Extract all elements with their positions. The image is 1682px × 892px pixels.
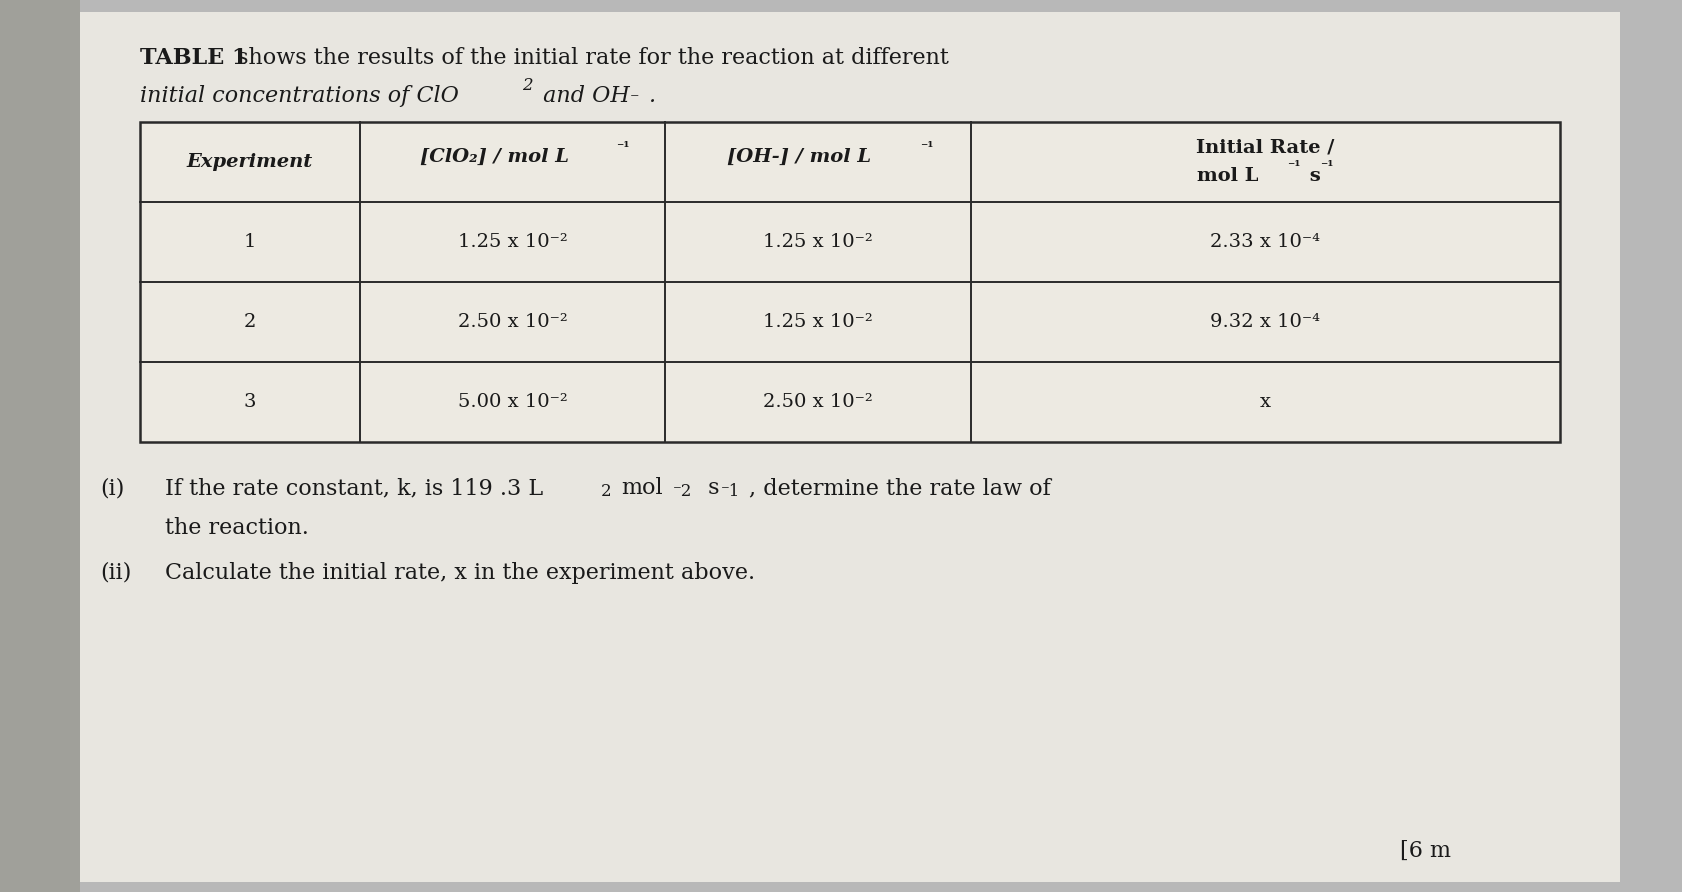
- Text: 2: 2: [600, 483, 612, 500]
- Text: ⁻¹: ⁻¹: [1287, 160, 1300, 174]
- FancyBboxPatch shape: [61, 12, 1620, 882]
- Text: 1: 1: [244, 233, 256, 251]
- Text: 5.00 x 10⁻²: 5.00 x 10⁻²: [458, 393, 567, 411]
- Text: , determine the rate law of: , determine the rate law of: [748, 477, 1051, 499]
- Text: 2.50 x 10⁻²: 2.50 x 10⁻²: [764, 393, 873, 411]
- Text: mol L: mol L: [1196, 167, 1258, 185]
- Text: s: s: [1304, 167, 1320, 185]
- Text: ⁻¹: ⁻¹: [616, 141, 629, 155]
- Text: 2: 2: [244, 313, 256, 331]
- Text: the reaction.: the reaction.: [165, 517, 309, 539]
- Text: If the rate constant, k, is 119 .3 L: If the rate constant, k, is 119 .3 L: [165, 477, 550, 499]
- Text: 2: 2: [521, 77, 533, 94]
- FancyBboxPatch shape: [140, 122, 1559, 442]
- Text: 1.25 x 10⁻²: 1.25 x 10⁻²: [764, 233, 873, 251]
- FancyBboxPatch shape: [0, 0, 81, 892]
- Text: initial concentrations of ClO: initial concentrations of ClO: [140, 85, 459, 107]
- Text: (i): (i): [99, 477, 124, 499]
- Text: x: x: [1260, 393, 1272, 411]
- Text: and OH: and OH: [537, 85, 629, 107]
- Text: Calculate the initial rate, x in the experiment above.: Calculate the initial rate, x in the exp…: [165, 562, 755, 584]
- Text: mol: mol: [621, 477, 663, 499]
- Text: [ClO₂] / mol L: [ClO₂] / mol L: [420, 148, 569, 166]
- Text: 2.33 x 10⁻⁴: 2.33 x 10⁻⁴: [1211, 233, 1320, 251]
- Text: ⁻1: ⁻1: [722, 483, 740, 500]
- Text: ⁻: ⁻: [631, 90, 639, 108]
- Text: TABLE 1: TABLE 1: [140, 47, 247, 69]
- Text: 1.25 x 10⁻²: 1.25 x 10⁻²: [764, 313, 873, 331]
- Text: ⁻¹: ⁻¹: [1320, 160, 1334, 174]
- Text: Experiment: Experiment: [187, 153, 313, 171]
- Text: 3: 3: [244, 393, 256, 411]
- Text: ⁻2: ⁻2: [673, 483, 693, 500]
- Text: Initial Rate /: Initial Rate /: [1196, 139, 1334, 157]
- Text: 1.25 x 10⁻²: 1.25 x 10⁻²: [458, 233, 567, 251]
- Text: [OH-] / mol L: [OH-] / mol L: [727, 148, 878, 166]
- Text: .: .: [648, 85, 654, 107]
- Text: ⁻¹: ⁻¹: [920, 141, 934, 155]
- Text: (ii): (ii): [99, 562, 131, 584]
- Text: 2.50 x 10⁻²: 2.50 x 10⁻²: [458, 313, 567, 331]
- Text: [6 m: [6 m: [1399, 840, 1452, 862]
- Text: 9.32 x 10⁻⁴: 9.32 x 10⁻⁴: [1211, 313, 1320, 331]
- Text: s: s: [701, 477, 720, 499]
- Text: shows the results of the initial rate for the reaction at different: shows the results of the initial rate fo…: [230, 47, 949, 69]
